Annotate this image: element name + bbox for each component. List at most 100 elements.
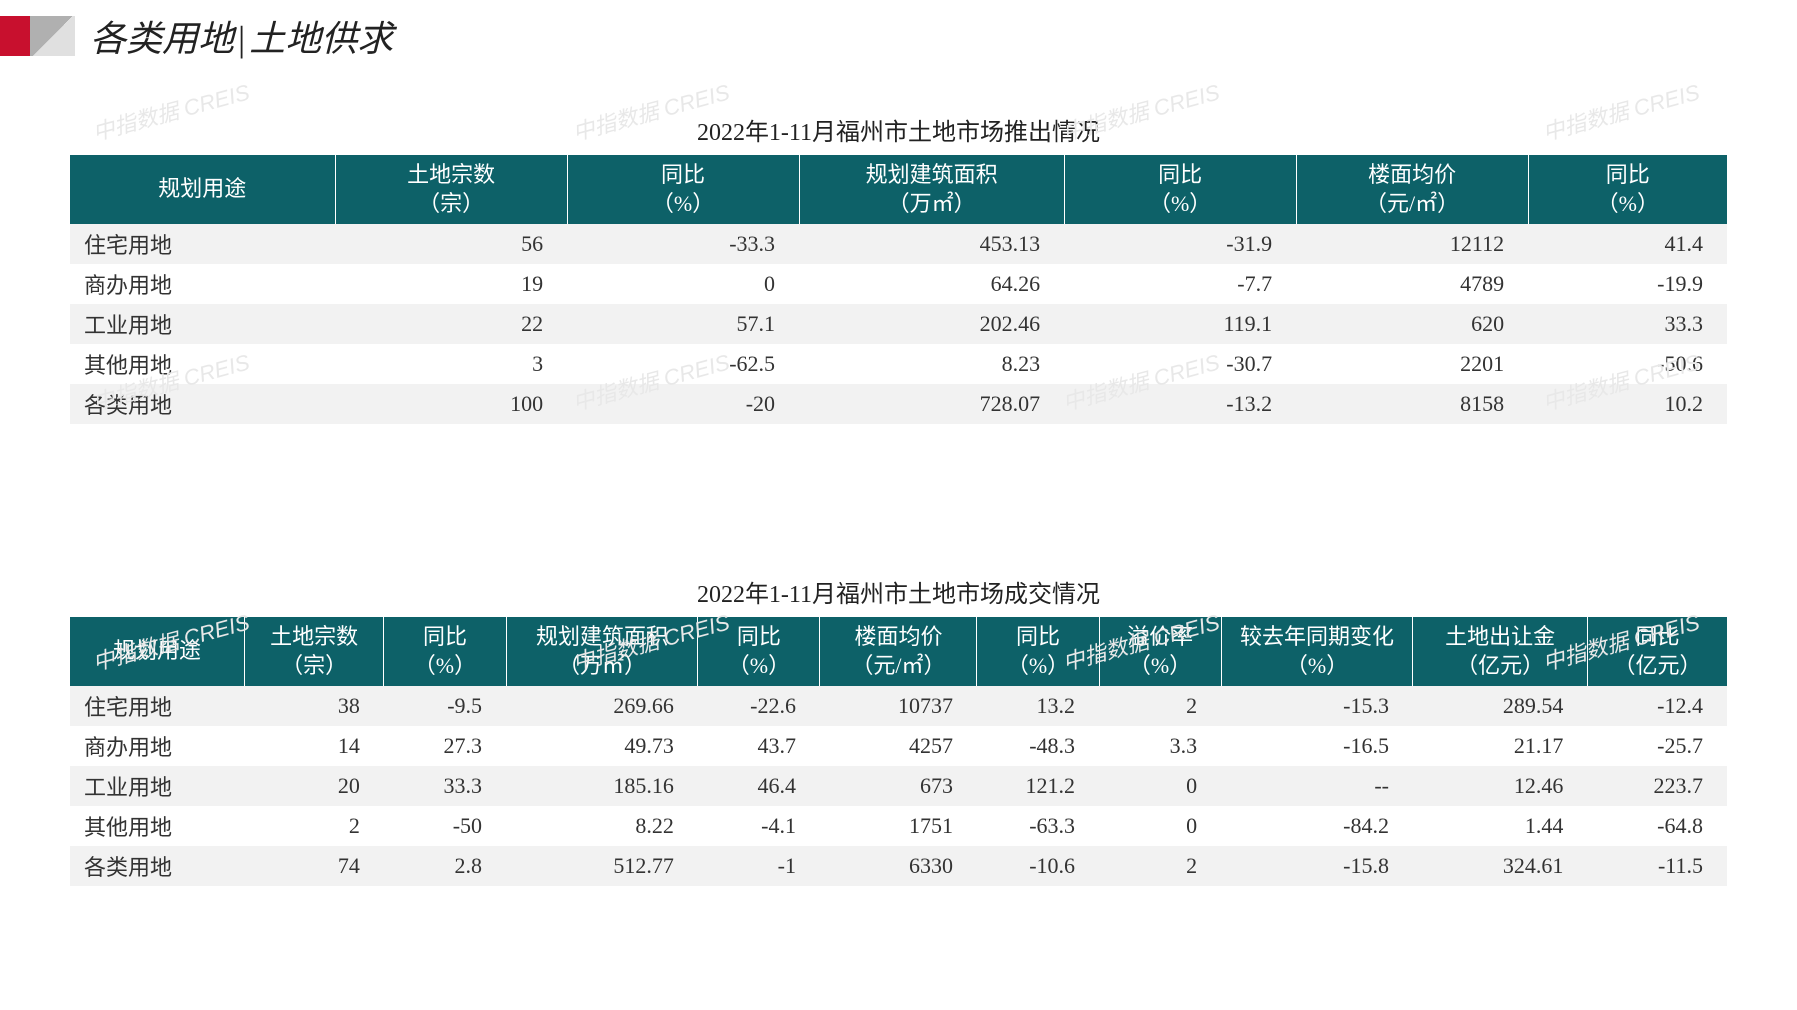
table-cell: -22.6 xyxy=(698,686,820,726)
table-cell: 38 xyxy=(244,686,384,726)
table-cell: 工业用地 xyxy=(70,304,335,344)
table-cell: 512.77 xyxy=(506,846,698,886)
table-cell: 3 xyxy=(335,344,567,384)
page-title: 各类用地|土地供求 xyxy=(90,10,393,62)
column-header: 规划用途 xyxy=(70,155,335,224)
table-cell: 0 xyxy=(1099,806,1221,846)
table-cell: 119.1 xyxy=(1064,304,1296,344)
table-cell: 8.23 xyxy=(799,344,1064,384)
table-cell: 56 xyxy=(335,224,567,264)
table-cell: -25.7 xyxy=(1587,726,1727,766)
table-cell: 49.73 xyxy=(506,726,698,766)
column-header: 规划用途 xyxy=(70,617,244,686)
column-header: 同比（%） xyxy=(1064,155,1296,224)
table2: 规划用途土地宗数（宗）同比（%）规划建筑面积（万㎡）同比（%）楼面均价（元/㎡）… xyxy=(70,617,1727,886)
table-cell: 2 xyxy=(1099,686,1221,726)
table-cell: 64.26 xyxy=(799,264,1064,304)
table-cell: 4257 xyxy=(820,726,977,766)
table-cell: -9.5 xyxy=(384,686,506,726)
table-cell: 41.4 xyxy=(1528,224,1727,264)
table-cell: -50 xyxy=(384,806,506,846)
table-cell: -4.1 xyxy=(698,806,820,846)
table-cell: 121.2 xyxy=(977,766,1099,806)
table-cell: -31.9 xyxy=(1064,224,1296,264)
table-cell: 57.1 xyxy=(567,304,799,344)
column-header: 规划建筑面积（万㎡） xyxy=(506,617,698,686)
table-cell: -64.8 xyxy=(1587,806,1727,846)
table-cell: 324.61 xyxy=(1413,846,1587,886)
table-cell: 其他用地 xyxy=(70,806,244,846)
table-cell: 2 xyxy=(244,806,384,846)
table1: 规划用途土地宗数（宗）同比（%）规划建筑面积（万㎡）同比（%）楼面均价（元/㎡）… xyxy=(70,155,1727,424)
table2-title: 2022年1-11月福州市土地市场成交情况 xyxy=(70,574,1727,609)
column-header: 同比（%） xyxy=(698,617,820,686)
table-row: 工业用地2257.1202.46119.162033.3 xyxy=(70,304,1727,344)
table-row: 各类用地742.8512.77-16330-10.62-15.8324.61-1… xyxy=(70,846,1727,886)
logo-icon xyxy=(0,16,80,56)
table-row: 住宅用地38-9.5269.66-22.61073713.22-15.3289.… xyxy=(70,686,1727,726)
table-cell: 商办用地 xyxy=(70,264,335,304)
table-cell: 673 xyxy=(820,766,977,806)
table-row: 其他用地2-508.22-4.11751-63.30-84.21.44-64.8 xyxy=(70,806,1727,846)
table-cell: -11.5 xyxy=(1587,846,1727,886)
table-cell: 8.22 xyxy=(506,806,698,846)
table-cell: 453.13 xyxy=(799,224,1064,264)
column-header: 土地宗数（宗） xyxy=(335,155,567,224)
table-cell: 10.2 xyxy=(1528,384,1727,424)
table2-section: 2022年1-11月福州市土地市场成交情况 规划用途土地宗数（宗）同比（%）规划… xyxy=(0,574,1797,886)
table-cell: 27.3 xyxy=(384,726,506,766)
table-cell: -7.7 xyxy=(1064,264,1296,304)
column-header: 同比（%） xyxy=(1528,155,1727,224)
table-cell: 223.7 xyxy=(1587,766,1727,806)
table-cell: 185.16 xyxy=(506,766,698,806)
table-cell: 6330 xyxy=(820,846,977,886)
table-cell: 43.7 xyxy=(698,726,820,766)
table-cell: -19.9 xyxy=(1528,264,1727,304)
table-cell: 728.07 xyxy=(799,384,1064,424)
title-right: 土地供求 xyxy=(249,19,393,59)
table-cell: 商办用地 xyxy=(70,726,244,766)
table-cell: 各类用地 xyxy=(70,384,335,424)
table-cell: 12112 xyxy=(1296,224,1528,264)
table-cell: 620 xyxy=(1296,304,1528,344)
title-left: 各类用地 xyxy=(90,19,234,59)
table-cell: 4789 xyxy=(1296,264,1528,304)
table-cell: -20 xyxy=(567,384,799,424)
table-cell: -33.3 xyxy=(567,224,799,264)
table-row: 工业用地2033.3185.1646.4673121.20--12.46223.… xyxy=(70,766,1727,806)
table-row: 商办用地19064.26-7.74789-19.9 xyxy=(70,264,1727,304)
table-cell: 33.3 xyxy=(384,766,506,806)
column-header: 楼面均价（元/㎡） xyxy=(1296,155,1528,224)
table-cell: 1751 xyxy=(820,806,977,846)
table-cell: -62.5 xyxy=(567,344,799,384)
table-cell: 74 xyxy=(244,846,384,886)
table-cell: -10.6 xyxy=(977,846,1099,886)
table-cell: 工业用地 xyxy=(70,766,244,806)
table-cell: 2 xyxy=(1099,846,1221,886)
table-row: 住宅用地56-33.3453.13-31.91211241.4 xyxy=(70,224,1727,264)
column-header: 溢价率（%） xyxy=(1099,617,1221,686)
table1-title: 2022年1-11月福州市土地市场推出情况 xyxy=(70,112,1727,147)
table-cell: 14 xyxy=(244,726,384,766)
table-cell: 20 xyxy=(244,766,384,806)
column-header: 同比（亿元） xyxy=(1587,617,1727,686)
column-header: 土地宗数（宗） xyxy=(244,617,384,686)
table-cell: -13.2 xyxy=(1064,384,1296,424)
table-cell: -50.6 xyxy=(1528,344,1727,384)
table-cell: 其他用地 xyxy=(70,344,335,384)
table-row: 其他用地3-62.58.23-30.72201-50.6 xyxy=(70,344,1727,384)
table-cell: -84.2 xyxy=(1221,806,1413,846)
table-cell: -16.5 xyxy=(1221,726,1413,766)
table-cell: 289.54 xyxy=(1413,686,1587,726)
column-header: 楼面均价（元/㎡） xyxy=(820,617,977,686)
column-header: 同比（%） xyxy=(567,155,799,224)
table-cell: 0 xyxy=(1099,766,1221,806)
table-cell: 100 xyxy=(335,384,567,424)
table-cell: 46.4 xyxy=(698,766,820,806)
table-cell: 2.8 xyxy=(384,846,506,886)
table-row: 各类用地100-20728.07-13.2815810.2 xyxy=(70,384,1727,424)
table-cell: 269.66 xyxy=(506,686,698,726)
column-header: 同比（%） xyxy=(384,617,506,686)
table-cell: -63.3 xyxy=(977,806,1099,846)
table-cell: -30.7 xyxy=(1064,344,1296,384)
